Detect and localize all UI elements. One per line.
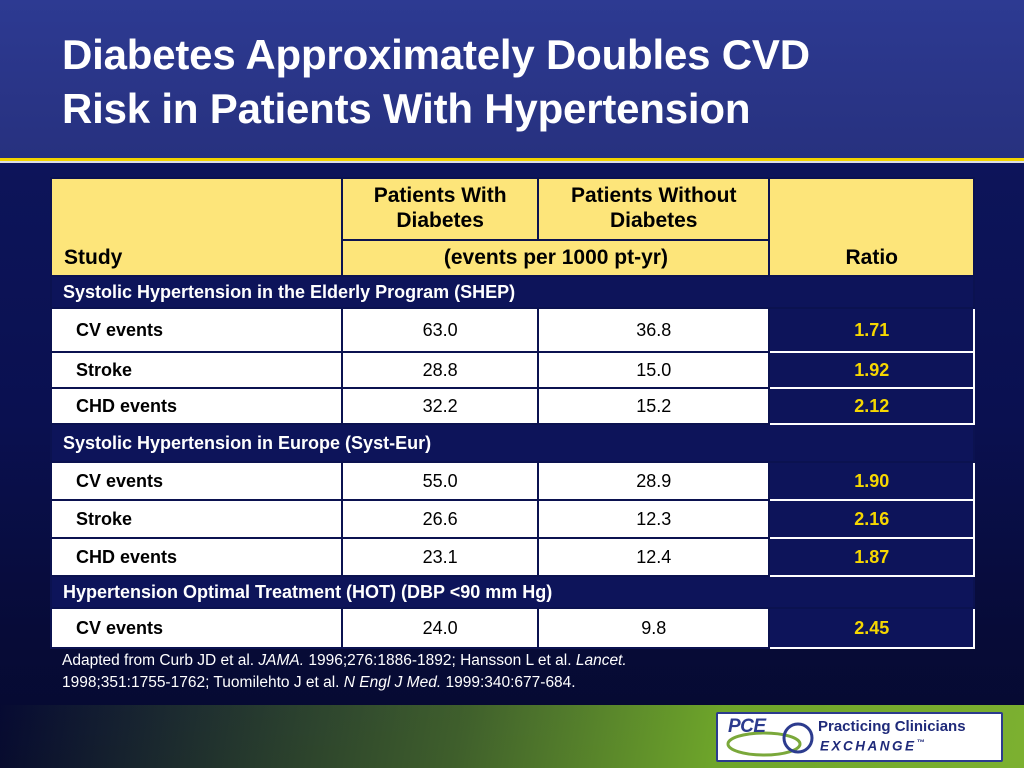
row-label: CV events — [49, 307, 344, 353]
row-label: CHD events — [49, 387, 344, 425]
value-with-diabetes: 26.6 — [341, 499, 539, 539]
header-ratio: Ratio — [768, 177, 975, 277]
table-row: CV events 55.0 28.9 1.90 — [49, 461, 975, 501]
logo-exchange: EXCHANGE — [820, 738, 917, 754]
value-without-diabetes: 28.9 — [536, 461, 771, 501]
table-row: Stroke 26.6 12.3 2.16 — [49, 499, 975, 539]
citation-text: 1996;276:1886-1892; Hansson L et al. — [304, 652, 576, 669]
ratio-value: 1.92 — [768, 351, 975, 389]
ratio-value: 2.16 — [768, 499, 975, 539]
title-divider-yellow — [0, 158, 1024, 161]
section-header: Hypertension Optimal Treatment (HOT) (DB… — [50, 575, 975, 609]
slide-title-line-1: Diabetes Approximately Doubles CVD — [62, 31, 810, 78]
citation-journal: JAMA. — [258, 652, 305, 669]
logo-name-line-2: EXCHANGE™ — [820, 738, 925, 754]
swoosh-icon — [726, 722, 814, 757]
citation-journal: N Engl J Med. — [343, 674, 442, 691]
title-banner: Diabetes Approximately Doubles CVD Risk … — [0, 0, 1024, 158]
citation-footnote: Adapted from Curb JD et al. JAMA. 1996;2… — [62, 650, 862, 694]
ratio-value: 1.90 — [768, 461, 975, 501]
pce-logo: PCE Practicing Clinicians EXCHANGE™ — [716, 712, 1003, 762]
value-with-diabetes: 55.0 — [341, 461, 539, 501]
table-row: CHD events 23.1 12.4 1.87 — [49, 537, 975, 577]
table-row: CV events 63.0 36.8 1.71 — [49, 307, 975, 353]
row-label: CV events — [49, 461, 344, 501]
header-with-diabetes: Patients With Diabetes — [341, 177, 539, 241]
table-row: CHD events 32.2 15.2 2.12 — [49, 387, 975, 425]
slide-title: Diabetes Approximately Doubles CVD Risk … — [62, 28, 962, 136]
citation-journal: Lancet. — [575, 652, 627, 669]
value-without-diabetes: 12.3 — [536, 499, 771, 539]
table-row: CV events 24.0 9.8 2.45 — [49, 607, 975, 649]
value-without-diabetes: 9.8 — [536, 607, 771, 649]
citation-text: Adapted from Curb JD et al. — [62, 652, 259, 669]
header-without-diabetes: Patients Without Diabetes — [536, 177, 771, 241]
ratio-value: 2.12 — [768, 387, 975, 425]
header-study: Study — [49, 177, 344, 277]
value-with-diabetes: 24.0 — [341, 607, 539, 649]
title-divider-white — [0, 161, 1024, 163]
slide-title-line-2: Risk in Patients With Hypertension — [62, 85, 751, 132]
cvd-risk-table: Study Patients With Diabetes Patients Wi… — [49, 177, 975, 649]
header-units: (events per 1000 pt-yr) — [341, 239, 771, 277]
value-with-diabetes: 32.2 — [341, 387, 539, 425]
section-header: Systolic Hypertension in the Elderly Pro… — [50, 275, 975, 309]
value-without-diabetes: 12.4 — [536, 537, 771, 577]
value-with-diabetes: 28.8 — [341, 351, 539, 389]
value-without-diabetes: 15.0 — [536, 351, 771, 389]
value-without-diabetes: 36.8 — [536, 307, 771, 353]
trademark-mark: ™ — [916, 738, 925, 747]
table-row: Stroke 28.8 15.0 1.92 — [49, 351, 975, 389]
citation-text: 1998;351:1755-1762; Tuomilehto J et al. — [62, 674, 344, 691]
row-label: Stroke — [49, 351, 344, 389]
ratio-value: 2.45 — [768, 607, 975, 649]
ratio-value: 1.87 — [768, 537, 975, 577]
value-with-diabetes: 23.1 — [341, 537, 539, 577]
value-with-diabetes: 63.0 — [341, 307, 539, 353]
section-header: Systolic Hypertension in Europe (Syst-Eu… — [50, 423, 975, 463]
row-label: CV events — [49, 607, 344, 649]
value-without-diabetes: 15.2 — [536, 387, 771, 425]
row-label: Stroke — [49, 499, 344, 539]
logo-abbr: PCE — [728, 716, 766, 737]
logo-name-line-1: Practicing Clinicians — [818, 718, 966, 735]
citation-text: 1999:340:677-684. — [441, 674, 576, 691]
ratio-value: 1.71 — [768, 307, 975, 353]
row-label: CHD events — [49, 537, 344, 577]
